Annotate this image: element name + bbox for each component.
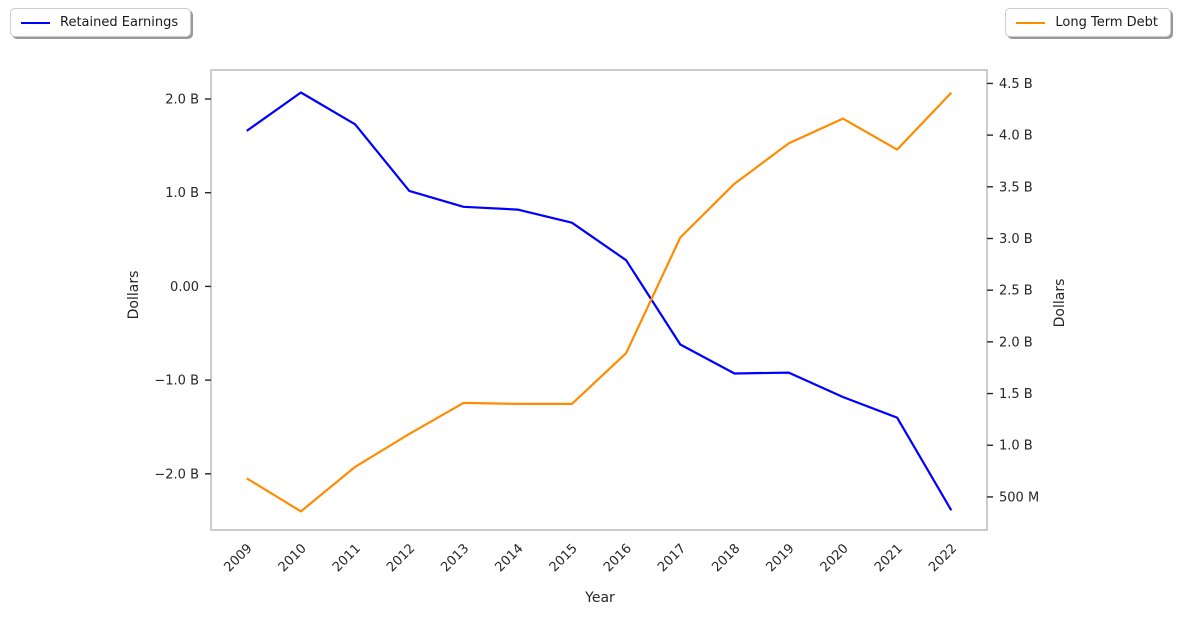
right-tick-label-5: 2.0 B <box>999 335 1033 350</box>
right-tick-label-2: 3.5 B <box>999 180 1033 195</box>
right-tick-label-4: 2.5 B <box>999 284 1033 299</box>
right-tick-label-0: 4.5 B <box>999 77 1033 92</box>
series-line-long-term-debt <box>246 91 953 513</box>
x-tick-label-1: 2010 <box>276 541 310 575</box>
left-axis-title: Dollars <box>126 271 142 320</box>
x-tick-label-4: 2013 <box>438 541 472 575</box>
x-tick-label-6: 2015 <box>547 541 581 575</box>
x-axis-title: Year <box>584 590 615 606</box>
series-line-retained-earnings <box>246 91 953 511</box>
x-tick-label-5: 2014 <box>493 541 527 575</box>
right-axis-title: Dollars <box>1052 279 1068 328</box>
x-tick-label-7: 2016 <box>601 541 635 575</box>
right-tick-label-8: 500 M <box>999 490 1039 505</box>
left-tick-label-4: −2.0 B <box>154 467 199 482</box>
right-tick-label-6: 1.5 B <box>999 387 1033 402</box>
plot-box <box>210 69 988 531</box>
x-tick-label-10: 2019 <box>764 541 798 575</box>
x-tick-label-13: 2022 <box>926 541 960 575</box>
x-tick-label-8: 2017 <box>655 541 689 575</box>
x-tick-label-0: 2009 <box>222 541 256 575</box>
x-tick-label-9: 2018 <box>709 541 743 575</box>
legend-line-sample-long-term-debt <box>1016 21 1046 24</box>
x-tick-label-12: 2021 <box>872 541 906 575</box>
right-tick-label-3: 3.0 B <box>999 232 1033 247</box>
legend-line-sample-retained-earnings <box>21 21 50 24</box>
right-tick-label-7: 1.0 B <box>999 439 1033 454</box>
legend-label-retained-earnings: Retained Earnings <box>60 15 179 30</box>
x-tick-label-3: 2012 <box>384 541 418 575</box>
left-tick-label-3: −1.0 B <box>154 374 199 389</box>
left-tick-label-0: 2.0 B <box>165 93 199 108</box>
left-tick-label-2: 0.00 <box>170 280 199 295</box>
left-tick-label-1: 1.0 B <box>165 186 199 201</box>
x-tick-label-2: 2011 <box>330 541 364 575</box>
legend-retained-earnings: Retained Earnings <box>10 8 192 37</box>
legend-long-term-debt: Long Term Debt <box>1005 8 1171 37</box>
x-tick-label-11: 2020 <box>818 541 852 575</box>
right-tick-label-1: 4.0 B <box>999 129 1033 144</box>
legend-label-long-term-debt: Long Term Debt <box>1055 15 1158 30</box>
